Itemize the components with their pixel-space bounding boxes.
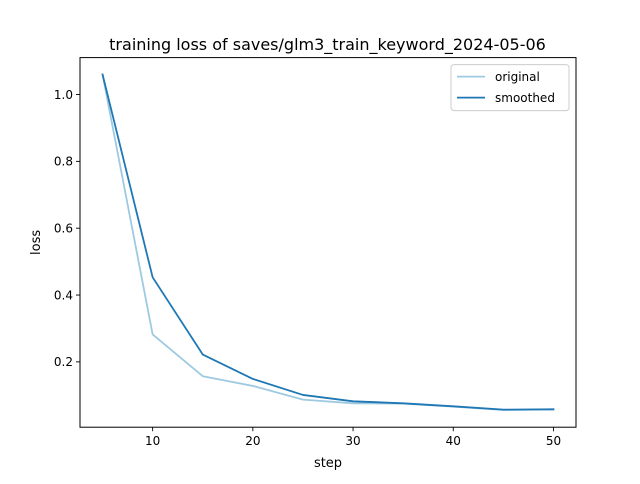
- y-tick-label: 0.4: [54, 288, 73, 302]
- series-layer: [101, 73, 555, 411]
- x-tick-label: 40: [446, 434, 461, 448]
- legend-label-smoothed: smoothed: [495, 91, 555, 105]
- x-tick-label: 10: [145, 434, 160, 448]
- y-axis-label: loss: [29, 230, 44, 255]
- y-tick-label: 0.6: [54, 221, 73, 235]
- x-axis-label: step: [314, 456, 342, 471]
- y-tick-label: 1.0: [54, 88, 73, 102]
- x-tick-label: 30: [345, 434, 360, 448]
- x-tick-label: 20: [245, 434, 260, 448]
- legend-label-original: original: [495, 70, 540, 84]
- series-line-smoothed: [101, 73, 555, 411]
- x-tick-label: 50: [546, 434, 561, 448]
- y-ticks: 0.2 0.4 0.6 0.8 1.0: [54, 88, 80, 369]
- axes-frame: [79, 57, 577, 428]
- legend: original smoothed: [450, 64, 570, 112]
- x-ticks: 10 20 30 40 50: [145, 427, 561, 448]
- chart-title: training loss of saves/glm3_train_keywor…: [109, 35, 546, 55]
- y-tick-label: 0.2: [54, 355, 73, 369]
- y-tick-label: 0.8: [54, 155, 73, 169]
